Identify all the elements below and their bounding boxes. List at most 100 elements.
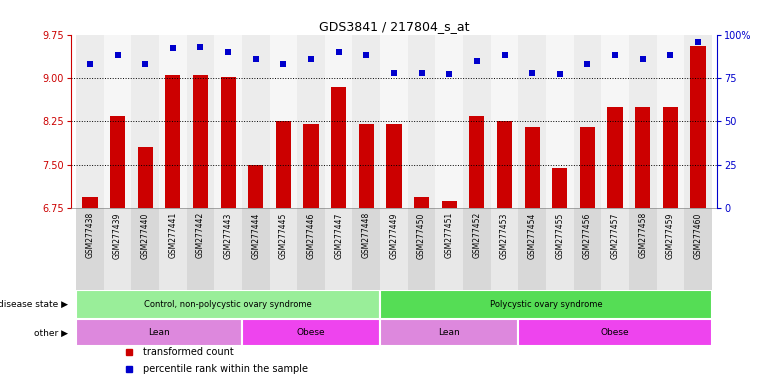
Text: GSM277446: GSM277446 — [307, 212, 315, 258]
Bar — [76, 208, 103, 290]
Bar — [491, 35, 518, 208]
Point — [166, 45, 179, 51]
Bar — [110, 116, 125, 208]
Bar — [435, 35, 463, 208]
Text: GSM277454: GSM277454 — [528, 212, 537, 258]
Point — [387, 70, 400, 76]
Bar — [276, 121, 291, 208]
Text: GSM277440: GSM277440 — [140, 212, 150, 258]
Text: GSM277442: GSM277442 — [196, 212, 205, 258]
Text: GSM277441: GSM277441 — [169, 212, 177, 258]
Point — [139, 61, 151, 67]
Bar — [297, 35, 325, 208]
Text: GSM277439: GSM277439 — [113, 212, 122, 258]
Bar — [580, 127, 595, 208]
Bar — [242, 319, 380, 346]
Bar — [159, 35, 187, 208]
Bar — [132, 35, 159, 208]
Point — [111, 52, 124, 58]
Bar — [463, 35, 491, 208]
Bar — [470, 116, 485, 208]
Text: transformed count: transformed count — [143, 348, 234, 358]
Point — [664, 52, 677, 58]
Bar — [546, 35, 574, 208]
Bar — [353, 208, 380, 290]
Bar — [518, 319, 712, 346]
Bar — [165, 75, 180, 208]
Bar — [435, 208, 463, 290]
Text: GSM277450: GSM277450 — [417, 212, 426, 258]
Bar — [187, 208, 214, 290]
Bar — [552, 168, 568, 208]
Text: GSM277447: GSM277447 — [334, 212, 343, 258]
Text: Lean: Lean — [438, 328, 460, 338]
Bar — [380, 208, 408, 290]
Point — [416, 70, 428, 76]
Bar — [524, 127, 539, 208]
Bar — [518, 208, 546, 290]
Text: GSM277459: GSM277459 — [666, 212, 675, 258]
Text: GSM277452: GSM277452 — [473, 212, 481, 258]
Bar — [629, 35, 656, 208]
Bar — [159, 208, 187, 290]
Bar — [242, 208, 270, 290]
Text: Obese: Obese — [601, 328, 630, 338]
Bar — [270, 35, 297, 208]
Text: GSM277456: GSM277456 — [583, 212, 592, 258]
Point — [526, 70, 539, 76]
Bar — [380, 35, 408, 208]
Text: percentile rank within the sample: percentile rank within the sample — [143, 364, 308, 374]
Bar — [214, 35, 242, 208]
Point — [194, 44, 207, 50]
Text: GSM277438: GSM277438 — [85, 212, 94, 258]
Bar — [684, 35, 712, 208]
Bar — [137, 147, 153, 208]
Bar — [546, 208, 574, 290]
Point — [360, 52, 372, 58]
Bar — [518, 35, 546, 208]
Bar — [359, 124, 374, 208]
Text: GSM277449: GSM277449 — [390, 212, 398, 258]
Text: GSM277458: GSM277458 — [638, 212, 648, 258]
Bar — [132, 208, 159, 290]
Bar — [325, 208, 353, 290]
Bar — [491, 208, 518, 290]
Bar — [242, 35, 270, 208]
Bar — [635, 107, 651, 208]
Point — [332, 49, 345, 55]
Point — [277, 61, 289, 67]
Bar — [691, 46, 706, 208]
Bar — [662, 107, 678, 208]
Bar — [408, 35, 435, 208]
Bar — [193, 75, 208, 208]
Bar — [497, 121, 512, 208]
Point — [581, 61, 593, 67]
Bar — [574, 208, 601, 290]
Point — [305, 56, 318, 62]
Bar — [656, 208, 684, 290]
Point — [499, 52, 511, 58]
Text: Polycystic ovary syndrome: Polycystic ovary syndrome — [490, 300, 602, 309]
Bar — [303, 124, 318, 208]
Text: GSM277448: GSM277448 — [362, 212, 371, 258]
Title: GDS3841 / 217804_s_at: GDS3841 / 217804_s_at — [319, 20, 469, 33]
Bar — [353, 35, 380, 208]
Text: GSM277460: GSM277460 — [694, 212, 702, 258]
Bar — [380, 290, 712, 319]
Bar — [214, 208, 242, 290]
Text: GSM277457: GSM277457 — [611, 212, 619, 258]
Bar — [574, 35, 601, 208]
Bar — [103, 208, 132, 290]
Bar — [103, 35, 132, 208]
Bar — [220, 77, 236, 208]
Bar — [608, 107, 622, 208]
Bar — [325, 35, 353, 208]
Point — [691, 38, 704, 45]
Bar — [601, 208, 629, 290]
Bar — [629, 208, 656, 290]
Bar — [82, 197, 97, 208]
Bar — [387, 124, 401, 208]
Text: disease state ▶: disease state ▶ — [0, 300, 67, 309]
Bar — [380, 319, 518, 346]
Bar — [408, 208, 435, 290]
